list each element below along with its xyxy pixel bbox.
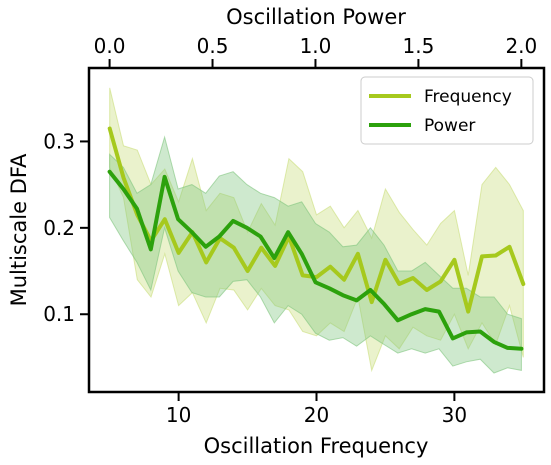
confidence-band-frequency: [109, 87, 524, 373]
legend: Frequency Power: [360, 76, 534, 145]
bands-layer: [109, 87, 524, 374]
y-tick-label: 0.1: [43, 302, 75, 326]
y-axis-title: Multiscale DFA: [7, 153, 31, 306]
series-line-power: [107, 169, 524, 351]
legend-label-frequency: Frequency: [424, 87, 512, 107]
x2-tick-label: 0.5: [197, 34, 229, 58]
y-tick-label: 0.2: [43, 216, 75, 240]
x2-axis: 0.0 0.5 1.0 1.5 2.0: [94, 34, 537, 68]
x-axis-title: Oscillation Frequency: [204, 434, 429, 458]
x-tick-label: 10: [166, 403, 191, 427]
legend-box: [360, 76, 534, 145]
lines-layer: [107, 126, 526, 351]
x2-tick-label: 2.0: [505, 34, 537, 58]
x2-tick-label: 1.0: [300, 34, 332, 58]
series-line-frequency: [107, 126, 526, 314]
x2-tick-label: 0.0: [94, 34, 126, 58]
x-axis: 10 20 30: [166, 392, 467, 427]
x-tick-label: 20: [304, 403, 329, 427]
confidence-band-power: [109, 135, 522, 374]
x2-axis-title: Oscillation Power: [226, 5, 406, 29]
x2-tick-label: 1.5: [403, 34, 435, 58]
legend-label-power: Power: [424, 116, 475, 136]
y-axis: 0.1 0.2 0.3: [43, 129, 89, 326]
x-tick-label: 30: [442, 403, 467, 427]
y-tick-label: 0.3: [43, 129, 75, 153]
